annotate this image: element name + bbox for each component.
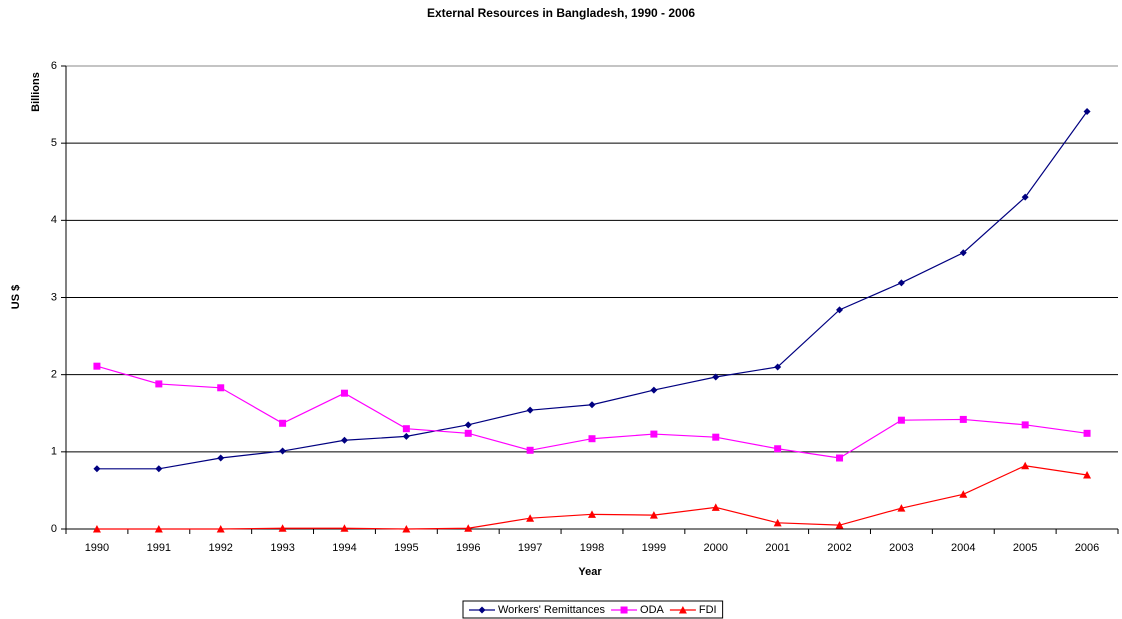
marker: [897, 416, 905, 424]
marker: [155, 465, 163, 473]
x-tick-label: 2001: [765, 542, 789, 554]
x-tick-label: 2003: [889, 542, 913, 554]
x-tick-label: 1998: [580, 542, 604, 554]
marker: [526, 514, 535, 522]
marker: [464, 421, 472, 429]
marker: [526, 446, 534, 454]
marker: [217, 384, 225, 392]
chart-title: External Resources in Bangladesh, 1990 -…: [427, 6, 695, 20]
marker: [836, 306, 844, 314]
marker: [278, 524, 287, 532]
x-tick-label: 1999: [642, 542, 666, 554]
x-tick-label: 2004: [951, 542, 975, 554]
x-tick-label: 1994: [332, 542, 356, 554]
marker: [588, 510, 596, 518]
marker: [340, 389, 348, 397]
marker: [279, 447, 287, 455]
marker: [712, 433, 720, 441]
y-tick-label: 5: [51, 137, 57, 149]
marker: [959, 415, 967, 423]
marker: [1021, 461, 1030, 470]
x-tick-label: 1991: [147, 542, 171, 554]
marker: [402, 425, 410, 433]
marker: [464, 524, 473, 532]
x-tick-label: 1997: [518, 542, 542, 554]
marker: [154, 525, 163, 533]
marker: [279, 419, 287, 427]
marker: [402, 525, 411, 533]
marker: [649, 511, 658, 519]
marker: [774, 445, 782, 453]
marker: [402, 432, 410, 440]
marker: [588, 401, 596, 409]
legend: Workers' Remittances ODA FDI: [462, 600, 724, 619]
y-axis-label: US $: [10, 285, 22, 309]
y-tick-label: 2: [51, 369, 57, 381]
marker: [526, 406, 534, 414]
marker: [340, 436, 348, 444]
marker: [1083, 108, 1091, 116]
marker: [711, 503, 720, 511]
legend-label: FDI: [699, 604, 717, 616]
marker: [1083, 429, 1091, 437]
y-tick-label: 6: [51, 60, 57, 72]
marker: [773, 518, 782, 527]
marker: [92, 525, 101, 533]
marker: [712, 373, 720, 381]
x-tick-label: 1992: [208, 542, 232, 554]
marker: [650, 430, 658, 438]
marker: [836, 454, 844, 462]
marker: [620, 606, 628, 614]
marker: [774, 363, 782, 371]
marker: [959, 490, 968, 498]
legend-box: [462, 600, 724, 619]
series-line: [96, 111, 1088, 470]
marker: [155, 380, 163, 388]
y-unit-label: Billions: [30, 72, 42, 112]
y-tick-label: 0: [51, 523, 57, 535]
marker: [93, 362, 101, 370]
series-line: [96, 465, 1088, 530]
marker: [340, 524, 349, 532]
marker: [959, 249, 967, 257]
x-tick-label: 1990: [85, 542, 109, 554]
series-line: [96, 365, 1088, 459]
legend-label: ODA: [640, 604, 665, 616]
marker: [217, 454, 225, 462]
marker: [897, 279, 905, 287]
marker: [1083, 470, 1092, 479]
x-tick-label: 2006: [1075, 542, 1099, 554]
x-tick-label: 2002: [827, 542, 851, 554]
x-tick-label: 1993: [270, 542, 294, 554]
marker: [1021, 421, 1029, 429]
x-tick-label: 2005: [1013, 542, 1037, 554]
x-tick-label: 1996: [456, 542, 480, 554]
y-tick-label: 3: [51, 291, 57, 303]
y-tick-label: 4: [51, 214, 57, 226]
marker: [678, 606, 687, 614]
marker: [650, 386, 658, 394]
x-tick-label: 2000: [704, 542, 728, 554]
y-tick-label: 1: [51, 446, 57, 458]
marker: [216, 525, 225, 533]
x-axis-label: Year: [578, 566, 602, 578]
marker: [464, 429, 472, 437]
marker: [93, 465, 101, 473]
x-tick-label: 1995: [394, 542, 418, 554]
marker: [897, 504, 906, 512]
marker: [478, 606, 486, 614]
marker: [835, 521, 844, 529]
marker: [588, 435, 596, 443]
legend-label: Workers' Remittances: [498, 604, 606, 616]
marker: [1021, 193, 1029, 201]
